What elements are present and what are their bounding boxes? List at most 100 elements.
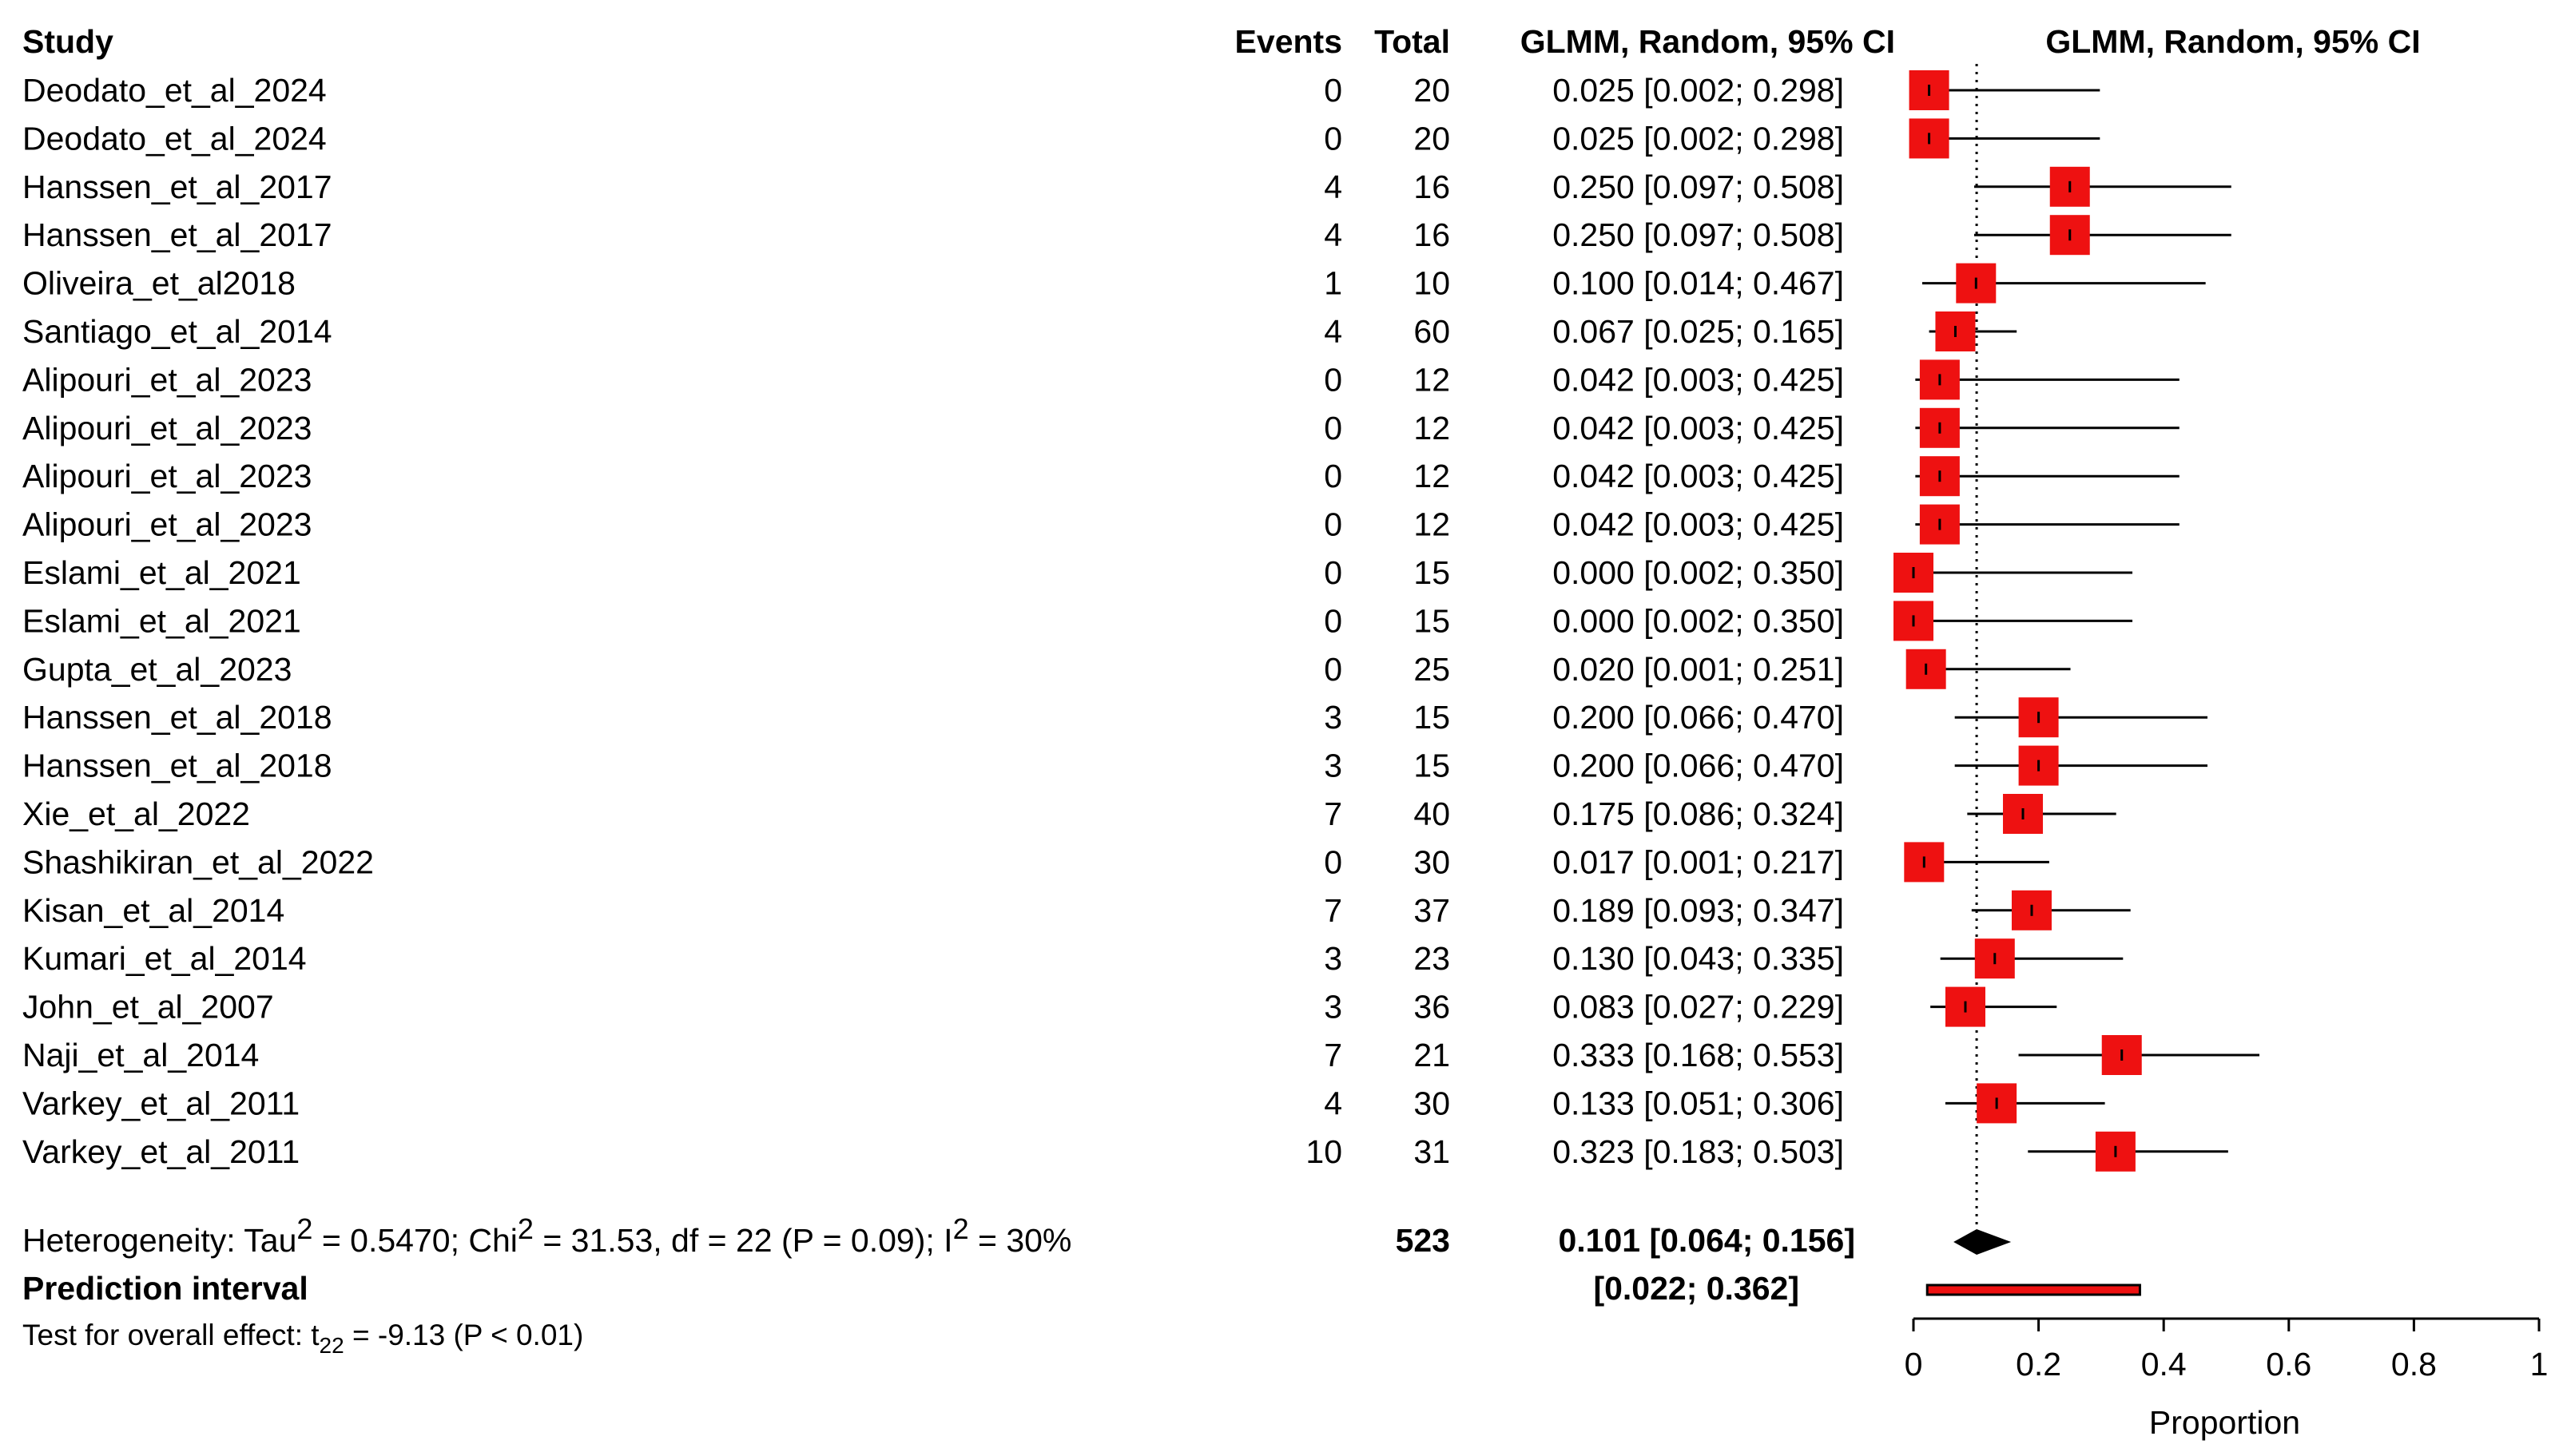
- study-name: Eslami_et_al_2021: [22, 602, 301, 639]
- x-tick-label: 0.2: [2016, 1346, 2061, 1383]
- het-part-2: = 0.5470; Chi: [312, 1222, 517, 1259]
- study-row: Kumari_et_al_2014 3 23 0.130 [0.043; 0.335]: [22, 940, 1844, 977]
- study-row: Alipouri_et_al_2023 0 12 0.042 [0.003; 0.42…: [22, 458, 1844, 494]
- study-name: Alipouri_et_al_2023: [22, 506, 312, 543]
- x-axis-label: Proportion: [2149, 1404, 2300, 1441]
- study-total: 40: [1413, 795, 1450, 832]
- prediction-interval-label: Prediction interval: [22, 1270, 308, 1307]
- study-events: 0: [1324, 361, 1342, 398]
- prediction-interval-ci: [0.022; 0.362]: [1593, 1270, 1799, 1307]
- study-mark: [1915, 407, 2180, 448]
- study-name: Shashikiran_et_al_2022: [22, 843, 374, 880]
- study-events: 3: [1324, 989, 1342, 1026]
- study-total: 12: [1413, 410, 1450, 446]
- study-total: 15: [1413, 602, 1450, 639]
- study-estimate-ci: 0.083 [0.027; 0.229]: [1552, 989, 1844, 1026]
- study-estimate-ci: 0.100 [0.014; 0.467]: [1552, 265, 1844, 302]
- study-events: 0: [1324, 506, 1342, 543]
- study-row: Gupta_et_al_2023 0 25 0.020 [0.001; 0.251]: [22, 651, 1844, 688]
- het-sup-1: 2: [296, 1212, 312, 1245]
- study-name: John_et_al_2007: [22, 989, 274, 1026]
- study-row: Santiago_et_al_2014 4 60 0.067 [0.025; 0.16…: [22, 313, 1844, 350]
- study-estimate-ci: 0.020 [0.001; 0.251]: [1552, 651, 1844, 688]
- study-estimate-ci: 0.000 [0.002; 0.350]: [1552, 554, 1844, 591]
- x-tick-label: 0: [1905, 1346, 1923, 1383]
- study-mark: [1915, 456, 2180, 497]
- study-estimate-ci: 0.042 [0.003; 0.425]: [1552, 458, 1844, 494]
- study-row: Alipouri_et_al_2023 0 12 0.042 [0.003; 0.42…: [22, 410, 1844, 446]
- study-estimate-ci: 0.042 [0.003; 0.425]: [1552, 410, 1844, 446]
- study-mark: [1967, 794, 2116, 834]
- x-tick-label: 0.4: [2141, 1346, 2187, 1383]
- study-name: Varkey_et_al_2011: [22, 1085, 300, 1121]
- study-total: 20: [1413, 72, 1450, 109]
- plot-area: 0 0.2 0.4 0.6 0.8 1 Proportion: [1893, 64, 2548, 1441]
- study-mark: [1905, 649, 2071, 689]
- study-name: Alipouri_et_al_2023: [22, 361, 312, 398]
- study-total: 25: [1413, 651, 1450, 688]
- pooled-estimate-ci: 0.101 [0.064; 0.156]: [1558, 1222, 1855, 1259]
- study-events: 0: [1324, 651, 1342, 688]
- study-mark: [1973, 215, 2231, 256]
- study-mark: [2018, 1035, 2259, 1075]
- study-name: Eslami_et_al_2021: [22, 554, 301, 591]
- study-estimate-ci: 0.042 [0.003; 0.425]: [1552, 506, 1844, 543]
- study-mark: [1904, 842, 2049, 883]
- study-name: Alipouri_et_al_2023: [22, 458, 312, 494]
- header-study: Study: [22, 23, 113, 60]
- het-sup-3: 2: [953, 1212, 969, 1245]
- study-row: Deodato_et_al_2024 0 20 0.025 [0.002; 0.298…: [22, 72, 1844, 109]
- study-events: 0: [1324, 843, 1342, 880]
- study-total: 16: [1413, 169, 1450, 205]
- study-total: 15: [1413, 748, 1450, 784]
- test-sub: 22: [320, 1333, 344, 1358]
- study-events: 4: [1324, 313, 1342, 350]
- study-events: 0: [1324, 410, 1342, 446]
- study-total: 15: [1413, 554, 1450, 591]
- study-mark: [1909, 70, 2100, 110]
- study-name: Kisan_et_al_2014: [22, 892, 284, 929]
- study-total: 21: [1413, 1037, 1450, 1073]
- study-events: 0: [1324, 120, 1342, 157]
- study-row: Shashikiran_et_al_2022 0 30 0.017 [0.001; 0…: [22, 843, 1844, 880]
- study-estimate-ci: 0.025 [0.002; 0.298]: [1552, 72, 1844, 109]
- study-name: Naji_et_al_2014: [22, 1037, 259, 1073]
- study-events: 7: [1324, 892, 1342, 929]
- study-row: Alipouri_et_al_2023 0 12 0.042 [0.003; 0.42…: [22, 506, 1844, 543]
- prediction-interval-bar: [1925, 1283, 2141, 1296]
- study-row: Xie_et_al_2022 7 40 0.175 [0.086; 0.324]: [22, 795, 1844, 832]
- study-name: Xie_et_al_2022: [22, 795, 250, 832]
- heterogeneity-text: Heterogeneity: Tau2 = 0.5470; Chi2 = 31.…: [22, 1212, 1071, 1259]
- study-mark: [1915, 359, 2180, 400]
- study-events: 3: [1324, 748, 1342, 784]
- header-total: Total: [1374, 23, 1450, 60]
- test-prefix: Test for overall effect: t: [22, 1319, 320, 1351]
- study-estimate-ci: 0.042 [0.003; 0.425]: [1552, 361, 1844, 398]
- study-total: 16: [1413, 216, 1450, 253]
- study-mark: [1940, 938, 2124, 979]
- study-total: 36: [1413, 989, 1450, 1026]
- study-row: Hanssen_et_al_2018 3 15 0.200 [0.066; 0.470…: [22, 699, 1844, 736]
- study-events: 4: [1324, 169, 1342, 205]
- study-name: Kumari_et_al_2014: [22, 940, 307, 977]
- study-row: Varkey_et_al_2011 10 31 0.323 [0.183; 0.503…: [22, 1133, 1844, 1170]
- pooled-total: 523: [1396, 1222, 1450, 1259]
- study-mark: [1929, 311, 2017, 351]
- study-events: 0: [1324, 72, 1342, 109]
- study-events: 0: [1324, 458, 1342, 494]
- study-name: Gupta_et_al_2023: [22, 651, 292, 688]
- study-row: Eslami_et_al_2021 0 15 0.000 [0.002; 0.350]: [22, 554, 1844, 591]
- study-estimate-ci: 0.200 [0.066; 0.470]: [1552, 748, 1844, 784]
- study-estimate-ci: 0.175 [0.086; 0.324]: [1552, 795, 1844, 832]
- study-estimate-ci: 0.000 [0.002; 0.350]: [1552, 602, 1844, 639]
- study-total: 30: [1413, 843, 1450, 880]
- study-row: Kisan_et_al_2014 7 37 0.189 [0.093; 0.347]: [22, 892, 1844, 929]
- overall-effect-test: Test for overall effect: t22 = -9.13 (P …: [22, 1319, 583, 1358]
- summary-section: Heterogeneity: Tau2 = 0.5470; Chi2 = 31.…: [22, 1212, 1855, 1358]
- study-events: 3: [1324, 940, 1342, 977]
- study-name: Varkey_et_al_2011: [22, 1133, 300, 1170]
- study-estimate-ci: 0.025 [0.002; 0.298]: [1552, 120, 1844, 157]
- study-total: 60: [1413, 313, 1450, 350]
- study-estimate-ci: 0.323 [0.183; 0.503]: [1552, 1133, 1844, 1170]
